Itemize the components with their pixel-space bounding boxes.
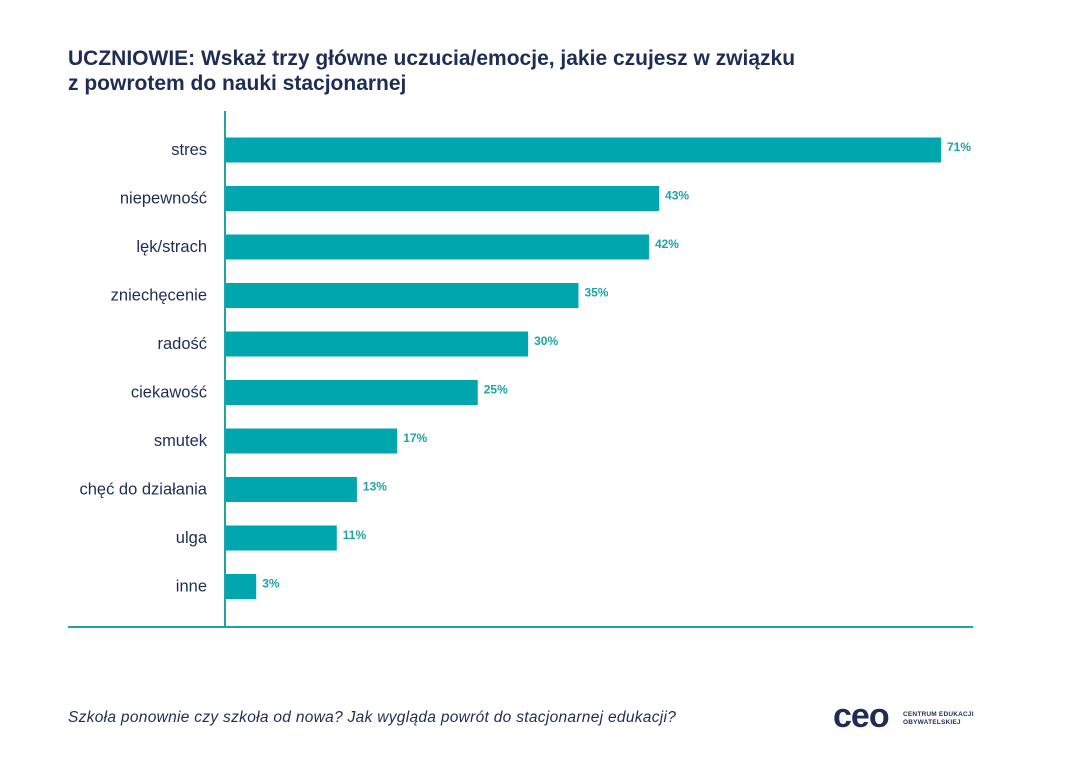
category-label-2: lęk/strach [136, 238, 207, 256]
value-label-4: 30% [534, 334, 558, 348]
ceo-logo-line2: OBYWATELSKIEJ [903, 719, 961, 726]
value-label-7: 13% [363, 480, 387, 494]
bar-5 [226, 380, 478, 405]
value-labels-group: 71% 43% 42% 35% 30% 25% 17% 13% 11% 3% [262, 140, 971, 591]
ceo-logo-line1: CENTRUM EDUKACJI [903, 711, 974, 718]
category-label-9: inne [176, 578, 207, 596]
bar-8 [226, 525, 337, 551]
category-label-1: niepewność [120, 190, 207, 208]
value-label-8: 11% [343, 528, 367, 542]
value-label-0: 71% [947, 140, 971, 154]
category-label-5: ciekawość [131, 384, 207, 402]
bar-1 [226, 186, 660, 211]
category-labels-group: stres niepewność lęk/strach zniechęcenie rad… [79, 141, 207, 596]
ceo-logo: ceo CENTRUM EDUKACJI OBYWATELSKIEJ [833, 699, 983, 733]
chart-title: UCZNIOWIE: Wskaż trzy główne uczucia/emo… [68, 46, 968, 96]
bar-4 [226, 331, 529, 357]
bar-7 [226, 477, 357, 502]
category-label-4: radość [157, 335, 207, 353]
value-label-6: 17% [403, 431, 427, 445]
category-label-6: smutek [154, 432, 208, 450]
category-label-0: stres [171, 141, 207, 159]
value-label-5: 25% [484, 383, 508, 397]
category-label-7: chęć do działania [79, 481, 207, 499]
value-label-9: 3% [262, 577, 280, 591]
ceo-logo-mark: ceo [833, 697, 890, 735]
bar-0 [226, 137, 941, 163]
category-label-8: ulga [176, 529, 208, 547]
chart-title-line2: z powrotem do nauki stacjonarnej [68, 72, 407, 95]
bar-6 [226, 428, 398, 454]
chart-title-line1: UCZNIOWIE: Wskaż trzy główne uczucia/emo… [68, 47, 796, 70]
value-label-2: 42% [655, 237, 679, 251]
bar-9 [226, 574, 257, 599]
footer-caption: Szkoła ponownie czy szkoła od nowa? Jak … [68, 709, 677, 726]
bar-3 [226, 283, 579, 308]
category-label-3: zniechęcenie [111, 287, 207, 305]
value-label-1: 43% [665, 189, 689, 203]
ceo-logo-text: CENTRUM EDUKACJI OBYWATELSKIEJ [903, 711, 993, 727]
bars-group [226, 137, 941, 599]
bar-2 [226, 234, 649, 260]
value-label-3: 35% [584, 286, 608, 300]
